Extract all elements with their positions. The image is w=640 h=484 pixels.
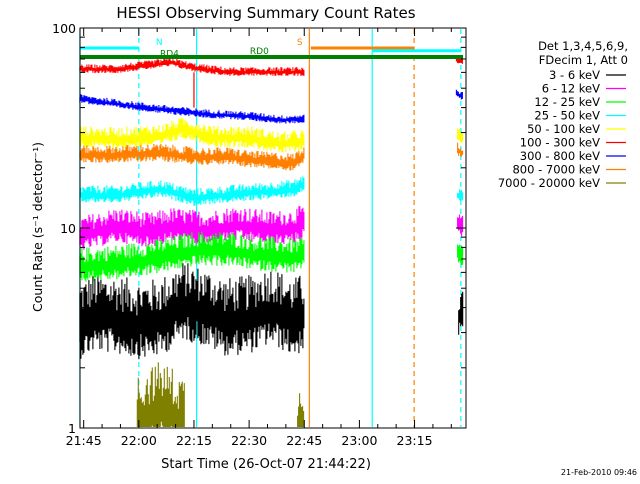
x-axis-label: Start Time (26-Oct-07 21:44:22)	[161, 457, 371, 472]
axes: 21:45 22:00 22:15 22:30 22:45 23:00 23:15 1 10 10…	[52, 21, 467, 448]
legend-label-0: 3 - 6 keV	[549, 68, 600, 82]
y-tick-label-0: 1	[68, 421, 76, 436]
series-segment-8-1	[297, 393, 305, 427]
y-tick-label-1: 10	[60, 221, 76, 236]
legend-label-8: 7000 - 20000 keV	[498, 176, 600, 190]
x-tick-label-4: 22:45	[286, 433, 322, 448]
series-segment-6-0	[79, 94, 305, 124]
legend-label-1: 6 - 12 keV	[542, 82, 600, 96]
series-segment-0-0	[79, 263, 305, 360]
series-segment-0-1	[458, 291, 464, 335]
x-tick-label-6: 23:15	[397, 433, 433, 448]
y-tick-label-2: 100	[52, 21, 76, 36]
legend-label-5: 100 - 300 keV	[520, 136, 600, 150]
legend-header-line-1: Det 1,3,4,5,6,9,	[538, 39, 628, 53]
legend-label-3: 25 - 50 keV	[534, 109, 600, 123]
series-segment-5-0	[79, 58, 305, 76]
legend-label-4: 50 - 100 keV	[527, 122, 600, 136]
legend-label-2: 12 - 25 keV	[534, 95, 600, 109]
chart-title: HESSI Observing Summary Count Rates	[116, 4, 415, 22]
x-tick-label-0: 21:45	[66, 433, 102, 448]
series-segment-7-1	[457, 142, 464, 157]
series-3-6-keV	[79, 263, 464, 360]
series-300-800-keV	[79, 89, 463, 124]
series-segment-6-1	[455, 89, 463, 100]
series-segment-7-0	[79, 143, 305, 171]
series-25-50-keV	[79, 176, 464, 206]
flag-label-n: N	[156, 38, 163, 48]
series-segment-4-0	[79, 117, 305, 153]
legend-header-line-2: FDecim 1, Att 0	[539, 53, 628, 67]
legend-label-7: 800 - 7000 keV	[512, 163, 600, 177]
y-axis-label: Count Rate (s⁻¹ detector⁻¹)	[30, 142, 45, 312]
x-tick-label-5: 23:00	[341, 433, 377, 448]
x-tick-label-3: 22:30	[231, 433, 267, 448]
series-segment-3-0	[79, 176, 305, 206]
flag-bars: N S RD0 RD4	[79, 38, 464, 60]
flag-label-rd0: RD0	[250, 47, 269, 57]
x-tick-label-2: 22:15	[176, 433, 212, 448]
series-group	[79, 55, 464, 427]
flag-label-rd4: RD4	[160, 50, 179, 60]
series-segment-1-1	[457, 214, 464, 237]
legend-label-6: 300 - 800 keV	[520, 149, 600, 163]
flag-label-s: S	[297, 38, 303, 48]
x-tick-label-1: 22:00	[121, 433, 157, 448]
series-7000-20000-keV	[136, 362, 305, 427]
series-segment-3-1	[457, 189, 464, 201]
footer-timestamp: 21-Feb-2010 09:46	[561, 468, 637, 477]
series-segment-2-1	[457, 244, 464, 266]
series-segment-8-0	[136, 362, 185, 427]
series-segment-4-1	[457, 128, 464, 143]
